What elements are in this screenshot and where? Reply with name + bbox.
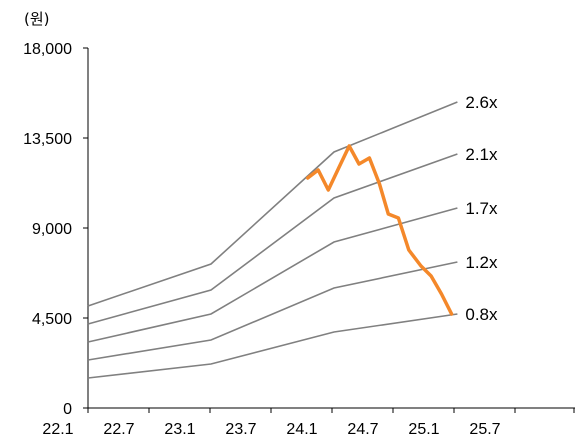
band-label: 0.8x (465, 305, 498, 324)
band-label: 2.6x (465, 93, 498, 112)
band-line-2.1x (87, 153, 458, 325)
price-point (441, 293, 442, 295)
price-point (408, 249, 410, 251)
price-point (397, 217, 399, 219)
band-label: 1.7x (465, 199, 498, 218)
y-tick-label: 0 (63, 401, 72, 418)
price-point (327, 189, 329, 191)
x-tick-label: 22.7 (103, 421, 134, 438)
band-label: 1.2x (465, 253, 498, 272)
pbr-bands (87, 101, 458, 379)
y-tick-label: 18,000 (23, 41, 72, 58)
x-tick-label: 25.7 (469, 421, 500, 438)
y-unit-label: (원) (24, 10, 50, 28)
x-tick-label: 23.1 (164, 421, 195, 438)
y-tick-label: 9,000 (32, 221, 72, 238)
x-tick-label: 24.7 (347, 421, 378, 438)
x-tick-label: 23.7 (225, 421, 256, 438)
price-point (348, 145, 350, 147)
price-point (338, 167, 340, 169)
band-line-1.2x (87, 261, 458, 361)
band-line-0.8x (87, 313, 458, 379)
x-ticks: 22.1 22.7 23.1 23.7 24.1 24.7 25.1 25.7 (42, 408, 575, 438)
price-point (387, 213, 389, 215)
price-point (430, 275, 432, 277)
price-point (307, 177, 309, 179)
x-tick-label: 22.1 (42, 421, 73, 438)
share-price (305, 144, 454, 316)
band-line-1.7x (87, 207, 458, 343)
band-line-2.6x (87, 101, 458, 307)
price-point (451, 313, 453, 315)
x-tick-label: 25.1 (408, 421, 439, 438)
price-point (358, 163, 360, 165)
band-label: 2.1x (465, 145, 498, 164)
y-tick-label: 13,500 (23, 131, 72, 148)
price-point (379, 183, 380, 185)
price-point (317, 169, 319, 171)
y-ticks: 0 4,500 9,000 13,500 18,000 (23, 41, 88, 418)
price-point (420, 265, 422, 267)
y-tick-label: 4,500 (32, 311, 72, 328)
band-labels: 2.6x 2.1x 1.7x 1.2x 0.8x (465, 93, 498, 324)
price-point (368, 157, 370, 159)
axes (87, 48, 575, 409)
x-tick-label: 24.1 (286, 421, 317, 438)
